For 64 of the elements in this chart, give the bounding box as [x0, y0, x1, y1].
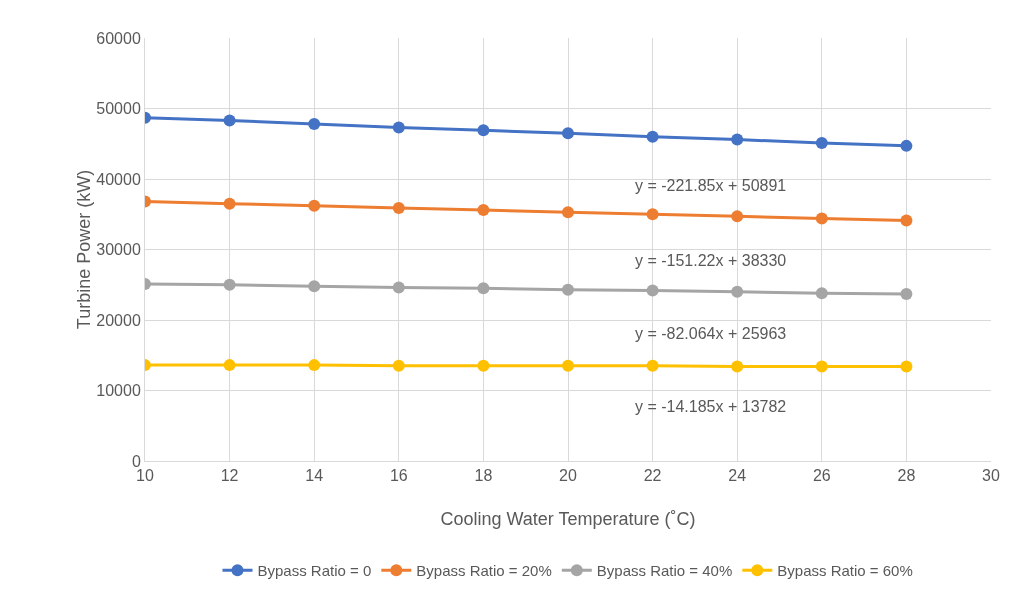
- x-tick-label: 28: [897, 467, 916, 485]
- point: [562, 283, 574, 296]
- y-tick-label: 20000: [96, 311, 141, 329]
- point: [223, 359, 236, 372]
- x-tick-label: 18: [474, 467, 493, 485]
- x-tick-label: 24: [728, 467, 747, 485]
- point: [223, 197, 236, 210]
- x-tick-label: 12: [220, 467, 239, 485]
- point: [815, 137, 828, 150]
- point: [477, 124, 490, 137]
- annotation: y = -221.85x + 50891: [635, 177, 787, 194]
- point: [562, 359, 574, 372]
- point: [815, 360, 828, 373]
- point: [646, 208, 659, 221]
- point: [477, 282, 490, 295]
- legend-label: Bypass Ratio = 40%: [596, 562, 733, 580]
- x-axis-title: Cooling Water Temperature (˚C): [440, 509, 696, 529]
- point: [731, 133, 744, 146]
- annotation: y = -82.064x + 25963: [635, 325, 787, 342]
- point: [392, 281, 405, 294]
- point: [731, 360, 744, 373]
- legend-label: Bypass Ratio = 60%: [777, 562, 913, 580]
- point: [477, 359, 490, 372]
- annotation: y = -14.185x + 13782: [635, 398, 787, 415]
- y-tick-label: 40000: [96, 170, 141, 188]
- point: [308, 359, 321, 372]
- point: [308, 199, 321, 212]
- legend-label: Bypass Ratio = 20%: [416, 562, 552, 580]
- point: [900, 214, 913, 227]
- point: [900, 360, 913, 373]
- point: [392, 201, 405, 214]
- point: [646, 359, 659, 372]
- point: [308, 280, 321, 293]
- point: [392, 121, 405, 134]
- y-tick-label: 60000: [96, 29, 141, 47]
- point: [223, 114, 236, 127]
- point: [900, 287, 913, 300]
- x-tick-label: 22: [643, 467, 662, 485]
- y-axis-title: Turbine Power (kW): [74, 169, 95, 330]
- y-tick-label: 50000: [96, 100, 141, 118]
- point: [731, 285, 744, 298]
- point: [646, 130, 659, 143]
- x-tick-label: 26: [812, 467, 831, 485]
- x-tick-label: 14: [305, 467, 324, 485]
- point: [223, 278, 236, 291]
- y-tick-label: 10000: [96, 382, 141, 400]
- point: [815, 287, 828, 300]
- point: [392, 359, 405, 372]
- annotation: y = -151.22x + 38330: [635, 252, 787, 269]
- x-tick-label: 20: [559, 467, 577, 485]
- point: [815, 212, 828, 225]
- x-tick-label: 10: [136, 467, 154, 485]
- point: [646, 284, 659, 297]
- legend-label: Bypass Ratio = 0: [257, 562, 372, 580]
- y-tick-label: 30000: [96, 241, 141, 259]
- point: [562, 206, 574, 219]
- point: [477, 204, 490, 217]
- x-tick-label: 16: [389, 467, 408, 485]
- x-tick-label: 30: [982, 467, 1000, 485]
- y-tick-label: 0: [131, 452, 141, 470]
- point: [731, 210, 744, 223]
- point: [562, 127, 574, 140]
- point: [900, 139, 913, 152]
- point: [308, 118, 321, 130]
